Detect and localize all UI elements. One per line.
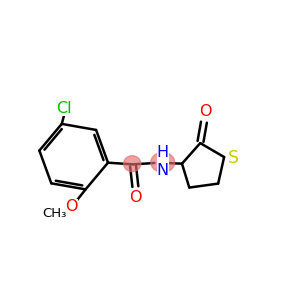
- Text: O: O: [129, 190, 142, 205]
- Text: CH₃: CH₃: [42, 207, 66, 220]
- Text: H
N: H N: [157, 146, 169, 178]
- Ellipse shape: [124, 156, 141, 172]
- Text: S: S: [228, 149, 239, 167]
- Text: O: O: [65, 199, 78, 214]
- Text: Cl: Cl: [57, 101, 72, 116]
- Ellipse shape: [151, 152, 175, 172]
- Text: O: O: [199, 104, 211, 119]
